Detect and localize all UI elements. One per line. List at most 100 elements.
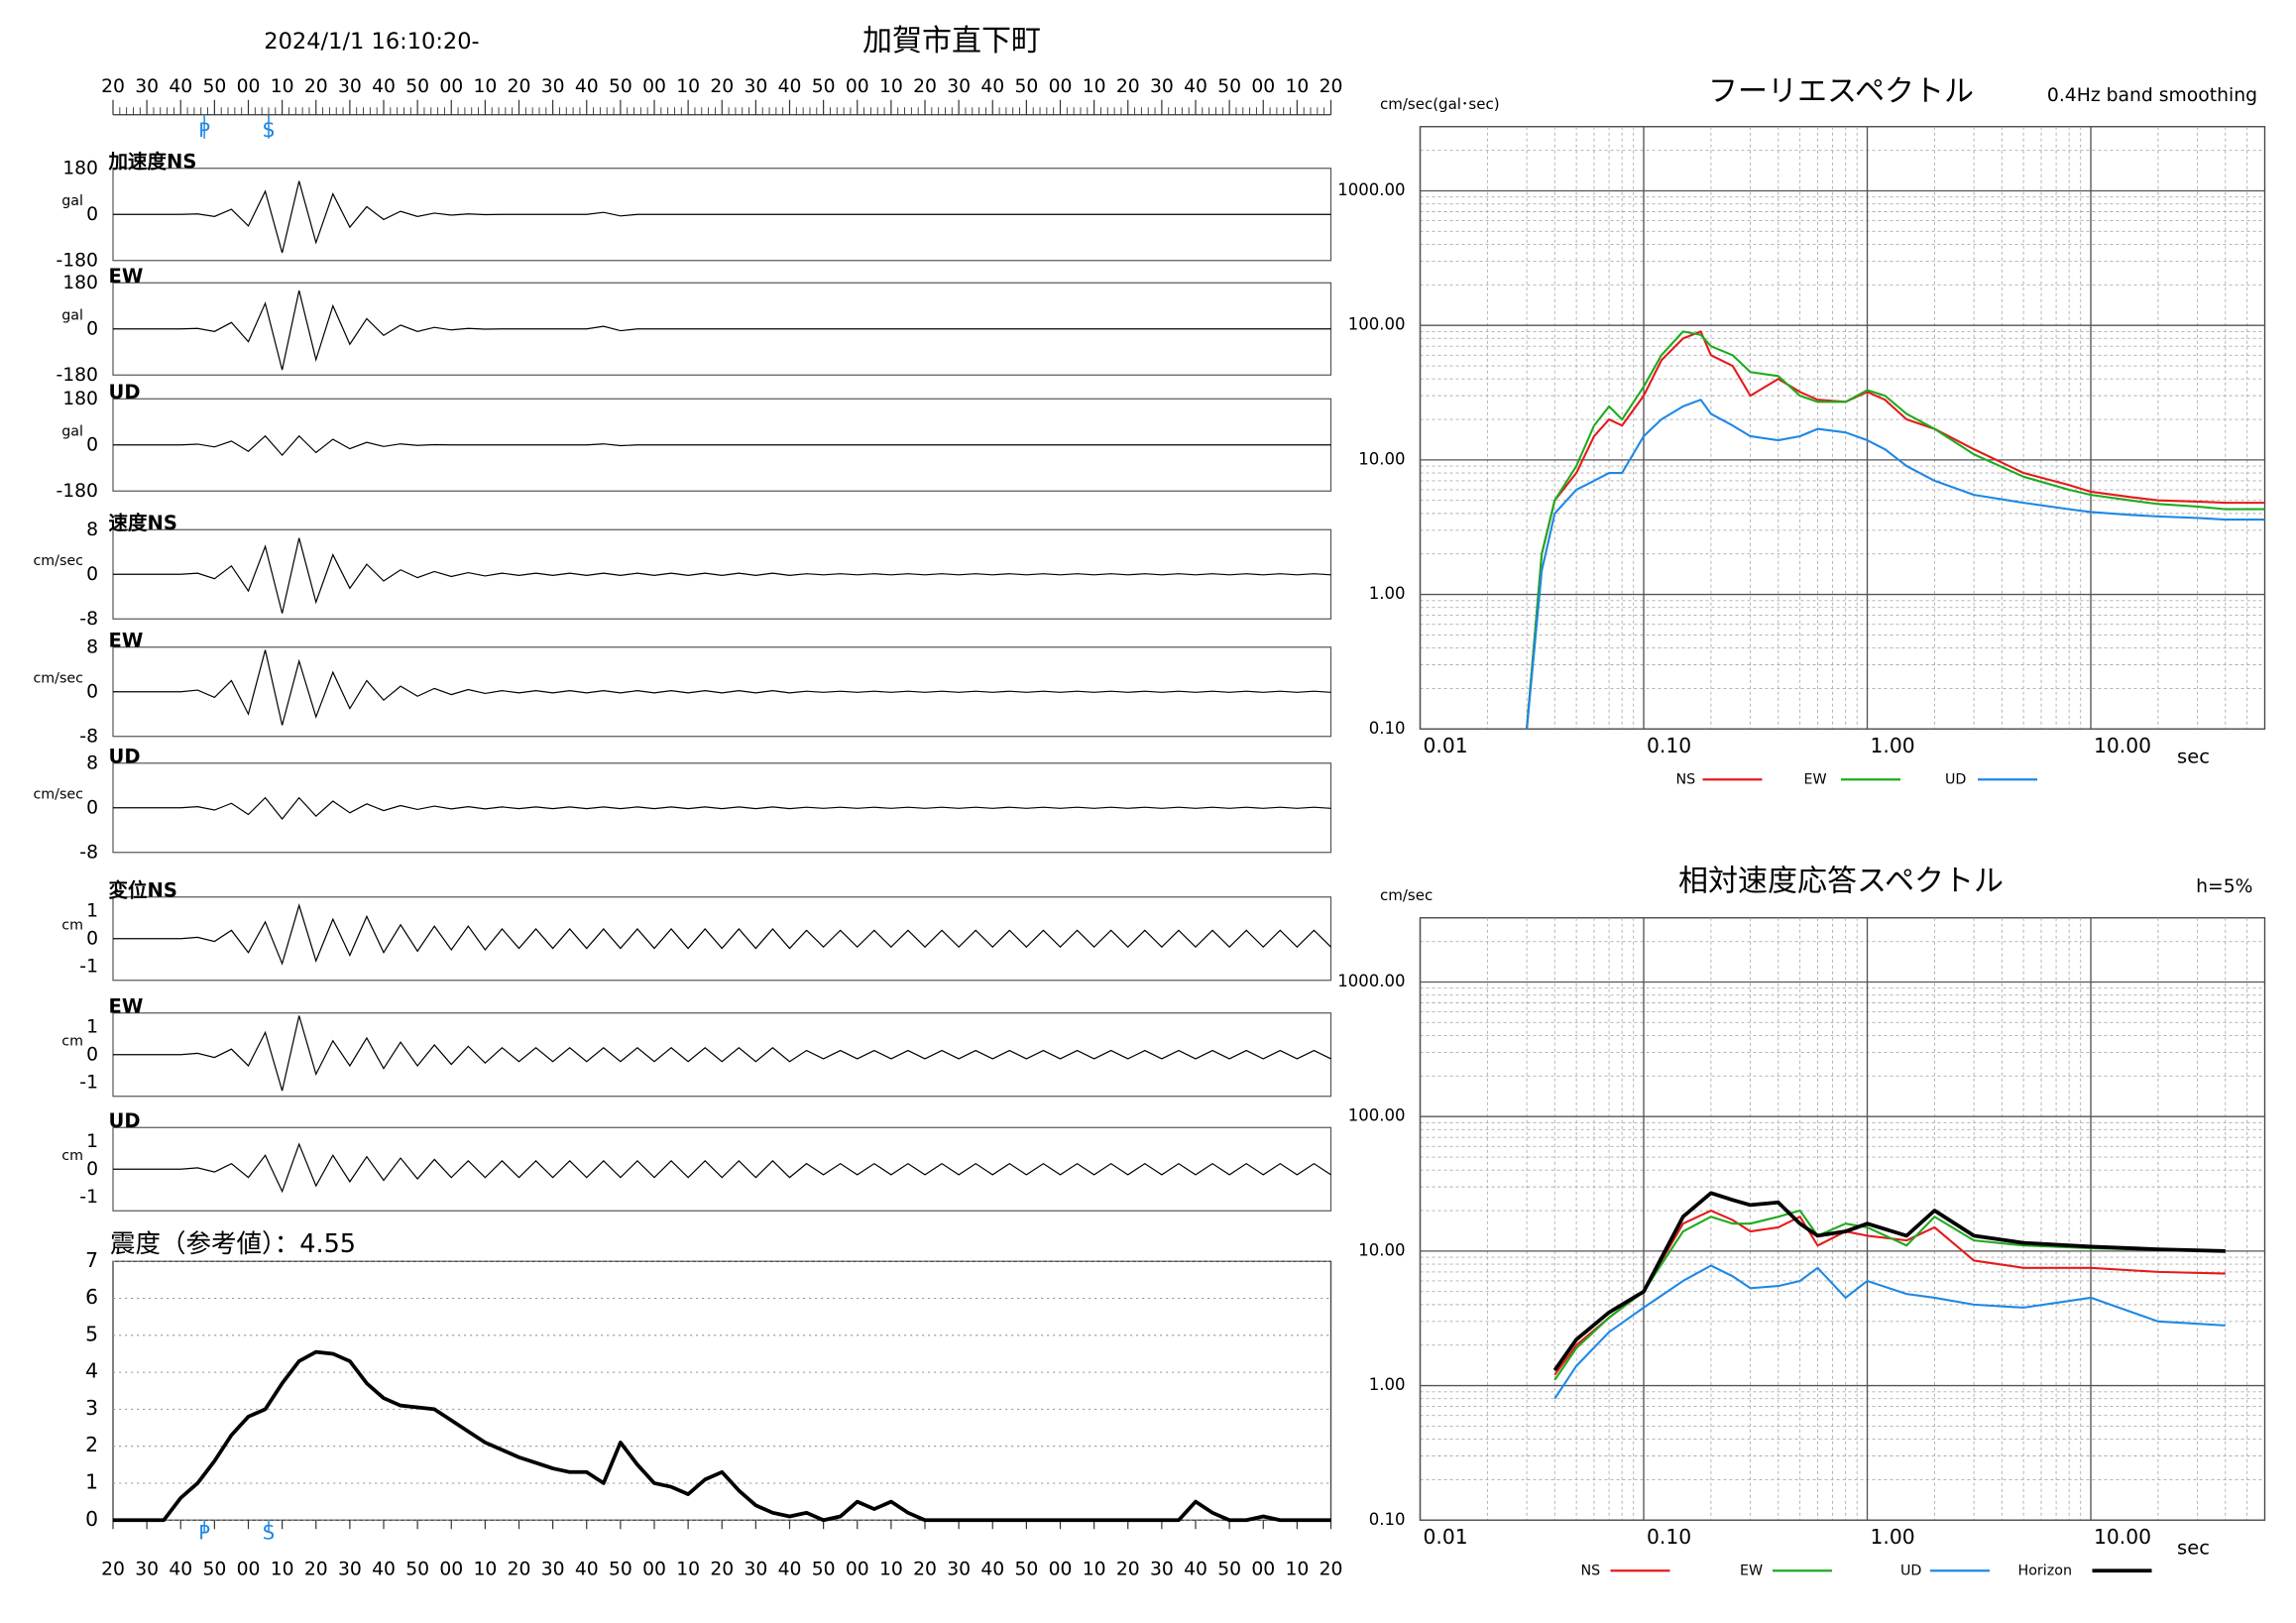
- y-tick-label: 0: [86, 1159, 98, 1180]
- x-tick-label: 00: [642, 76, 666, 97]
- x-tick-label: 50: [1014, 76, 1038, 97]
- x-tick-label: 40: [778, 76, 802, 97]
- legend-label: EW: [1740, 1563, 1763, 1578]
- y-tick-label: 1000.00: [1337, 180, 1405, 199]
- x-tick-label: 10: [473, 1559, 497, 1579]
- legend-label: NS: [1581, 1563, 1601, 1578]
- x-tick-label: 00: [1251, 1559, 1275, 1579]
- x-tick-label: 50: [405, 1559, 429, 1579]
- x-tick-label: 30: [744, 1559, 767, 1579]
- panel-label: 加速度NS: [108, 150, 197, 173]
- x-tick-label: 50: [1014, 1559, 1038, 1579]
- y-tick-label: -1: [79, 1072, 98, 1093]
- x-tick-label: 30: [338, 76, 362, 97]
- panel-label: UD: [109, 745, 141, 767]
- x-tick-label: 40: [575, 76, 599, 97]
- x-tick-label: 00: [1049, 1559, 1073, 1579]
- chart-title: 震度（参考値）：4.55: [110, 1229, 356, 1259]
- y-tick-label: 8: [86, 520, 98, 540]
- y-tick-label: -8: [79, 842, 98, 863]
- waveform-trace: [113, 1015, 1331, 1092]
- series-line: [1526, 330, 2265, 730]
- y-tick-label: 1.00: [1369, 1375, 1406, 1394]
- x-tick-label: 00: [439, 1559, 463, 1579]
- unit-label: cm: [61, 1148, 83, 1164]
- panel-label: 速度NS: [109, 512, 177, 534]
- x-tick-label: 40: [778, 1559, 802, 1579]
- x-tick-label: 30: [338, 1559, 362, 1579]
- unit-label: cm/sec: [33, 670, 83, 686]
- x-tick-label: 20: [710, 76, 734, 97]
- series-line: [1526, 330, 2265, 730]
- x-tick-label: 0.10: [1647, 1525, 1691, 1549]
- chart-title: 加賀市直下町: [862, 24, 1041, 58]
- x-tick-label: 10: [1285, 1559, 1309, 1579]
- y-tick-label: 6: [85, 1285, 98, 1309]
- x-tick-label: 20: [1116, 1559, 1140, 1579]
- unit-label: cm/sec: [33, 786, 83, 802]
- y-tick-label: -8: [79, 726, 98, 747]
- x-tick-label: 40: [372, 76, 396, 97]
- y-tick-label: 5: [85, 1322, 98, 1345]
- y-tick-label: -8: [79, 609, 98, 630]
- y-tick-label: -180: [56, 250, 98, 271]
- y-tick-label: 10.00: [1358, 449, 1405, 468]
- waveform-trace: [113, 796, 1331, 820]
- chart-subtitle: 0.4Hz band smoothing: [2047, 85, 2257, 106]
- panel-label: UD: [109, 1109, 141, 1132]
- phase-label: S: [263, 1521, 275, 1544]
- x-tick-label: 50: [812, 1559, 836, 1579]
- x-tick-label: 40: [980, 76, 1004, 97]
- panel-label: EW: [109, 629, 144, 651]
- x-tick-label: 00: [439, 76, 463, 97]
- series-line: [113, 1349, 1331, 1523]
- y-tick-label: -180: [56, 365, 98, 386]
- x-tick-label: 20: [1320, 76, 1343, 97]
- y-tick-label: -180: [56, 481, 98, 502]
- x-tick-label: 50: [202, 76, 226, 97]
- y-tick-label: 8: [86, 753, 98, 773]
- x-tick-label: 0.01: [1424, 734, 1468, 757]
- unit-label: gal: [61, 193, 83, 209]
- y-tick-label: -1: [79, 1187, 98, 1208]
- phase-label: P: [198, 119, 210, 142]
- x-tick-label: 10: [1285, 76, 1309, 97]
- legend-label: UD: [1900, 1563, 1921, 1578]
- chart-subtitle: 2024/1/1 16:10:20-: [264, 29, 479, 55]
- x-tick-label: 10: [271, 76, 294, 97]
- x-tick-label: 20: [913, 76, 937, 97]
- series-line: [1553, 1264, 2226, 1400]
- x-tick-label: 40: [1184, 1559, 1207, 1579]
- x-tick-label: 00: [846, 1559, 869, 1579]
- y-tick-label: 7: [85, 1248, 98, 1272]
- x-tick-label: 50: [609, 1559, 632, 1579]
- y-tick-label: -1: [79, 956, 98, 977]
- x-tick-label: 30: [541, 1559, 565, 1579]
- x-tick-label: 20: [304, 76, 328, 97]
- x-tick-label: 20: [304, 1559, 328, 1579]
- waveform-trace: [113, 180, 1331, 254]
- x-tick-label: 10: [879, 76, 903, 97]
- x-tick-label: 20: [101, 1559, 125, 1579]
- x-tick-label: 1.00: [1871, 1525, 1915, 1549]
- chart-subtitle: h=5%: [2196, 876, 2252, 897]
- waveform-trace: [113, 903, 1331, 966]
- x-tick-label: 50: [202, 1559, 226, 1579]
- x-tick-label: 20: [508, 76, 531, 97]
- y-tick-label: 2: [85, 1433, 98, 1456]
- x-tick-label: 00: [846, 76, 869, 97]
- unit-label: gal: [61, 307, 83, 323]
- x-tick-label: 40: [169, 76, 192, 97]
- y-tick-label: 0.10: [1369, 1510, 1406, 1529]
- y-tick-label: 8: [86, 637, 98, 657]
- x-tick-label: 50: [609, 76, 632, 97]
- x-tick-label: 10: [473, 76, 497, 97]
- x-tick-label: 20: [508, 1559, 531, 1579]
- legend-label: UD: [1945, 771, 1966, 787]
- y-tick-label: 100.00: [1348, 1106, 1406, 1125]
- x-tick-label: 30: [541, 76, 565, 97]
- x-tick-label: 00: [1049, 76, 1073, 97]
- x-tick-label: 20: [913, 1559, 937, 1579]
- y-tick-label: 0: [86, 928, 98, 949]
- y-tick-label: 1: [86, 1016, 98, 1037]
